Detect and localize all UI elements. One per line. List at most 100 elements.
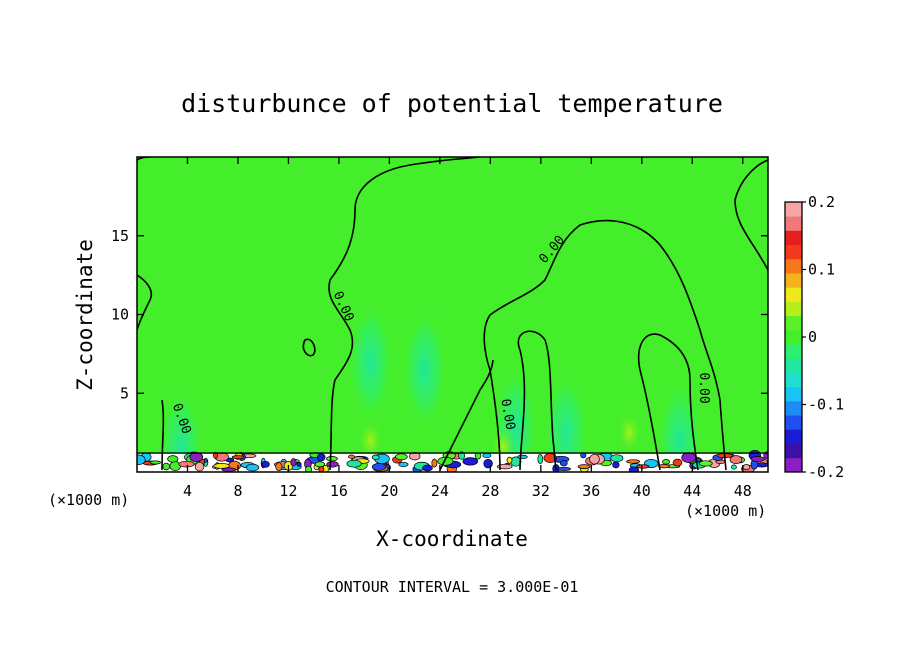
chart-title: disturbunce of potential temperature	[181, 89, 723, 118]
boundary-cell	[437, 456, 454, 466]
colorbar-swatch	[785, 344, 802, 359]
boundary-cell	[395, 453, 408, 461]
contour-right-inner	[638, 333, 699, 471]
boundary-cell	[462, 457, 479, 466]
contour-arch-inner	[517, 330, 557, 471]
colorbar-tick-label: -0.2	[808, 463, 844, 481]
boundary-cell	[559, 460, 568, 467]
colorbar-swatch	[785, 457, 802, 473]
contour-small-loop	[302, 338, 316, 357]
x-tick-label: 4	[183, 482, 192, 500]
colorbar-tick-label: 0	[808, 328, 817, 346]
cool-patch-0	[348, 301, 393, 422]
contour-right-top	[734, 159, 768, 271]
boundary-cell	[314, 461, 326, 468]
contour-lines	[137, 157, 768, 471]
boundary-cell	[681, 452, 697, 463]
boundary-cell	[557, 466, 571, 471]
boundary-cell	[189, 452, 204, 462]
x-tick-label: 36	[582, 482, 600, 500]
colorbar-swatch	[785, 386, 802, 402]
boundary-cell	[194, 461, 205, 472]
warm-patch-8	[358, 420, 383, 461]
boundary-cell	[431, 458, 438, 468]
y-tick-label: 10	[111, 306, 129, 324]
x-tick-label: 28	[481, 482, 499, 500]
field-features	[159, 301, 702, 472]
boundary-cell	[589, 453, 600, 465]
boundary-cell	[612, 461, 620, 469]
boundary-cell	[729, 455, 743, 464]
boundary-cell	[628, 466, 640, 472]
boundary-cell	[231, 455, 245, 459]
x-unit-right: (×1000 m)	[685, 502, 766, 520]
colorbar-swatch	[785, 358, 802, 373]
boundary-cell	[577, 464, 591, 469]
boundary-cell	[537, 454, 544, 465]
colorbar-swatch	[785, 244, 802, 260]
boundary-cell	[290, 458, 297, 467]
y-axis: 5 10 15	[111, 227, 768, 402]
x-tick-label: 32	[532, 482, 550, 500]
boundary-cell	[178, 460, 195, 468]
x-tick-label: 20	[380, 482, 398, 500]
boundary-cell	[137, 454, 146, 466]
colorbar-swatch	[785, 329, 802, 345]
boundary-cell	[326, 461, 339, 468]
boundary-cell	[162, 462, 171, 471]
x-axis: 4 8 12 16 20 24 28 32 36 40 44 48	[183, 157, 752, 500]
colorbar-tick-label: 0.1	[808, 261, 835, 279]
x-tick-label: 16	[330, 482, 348, 500]
contour-mid-plume	[439, 359, 494, 471]
x-tick-label: 48	[734, 482, 752, 500]
boundary-cell	[626, 459, 641, 464]
boundary-cell	[317, 453, 326, 462]
boundary-cell	[496, 463, 513, 470]
colorbar-tick-label: 0.2	[808, 193, 835, 211]
boundary-cell	[517, 454, 528, 460]
contour-left-plume	[161, 399, 165, 471]
colorbar-swatch	[785, 216, 802, 231]
colorbar: -0.2 -0.1 0 0.1 0.2	[784, 193, 844, 481]
y-tick-label: 5	[120, 384, 129, 402]
x-tick-label: 40	[633, 482, 651, 500]
contour-interval-note: CONTOUR INTERVAL = 3.000E-01	[326, 578, 579, 596]
colorbar-swatch	[785, 301, 802, 317]
boundary-cell	[731, 464, 737, 470]
colorbar-swatch	[785, 258, 802, 274]
boundary-cell	[221, 467, 237, 472]
colorbar-swatch	[785, 372, 802, 388]
boundary-layer	[137, 449, 768, 472]
boundary-cell	[698, 460, 713, 467]
boundary-cell	[167, 455, 179, 463]
boundary-cell	[422, 464, 433, 472]
cool-patch-3	[544, 372, 589, 472]
x-unit-left: (×1000 m)	[48, 491, 129, 509]
boundary-cell	[348, 454, 355, 459]
cool-patch-1	[402, 309, 447, 430]
boundary-cell	[261, 460, 270, 468]
colorbar-swatch	[785, 273, 802, 288]
boundary-cell	[482, 452, 492, 459]
y-tick-label: 15	[111, 227, 129, 245]
boundary-cell	[246, 463, 260, 472]
colorbar-swatch	[785, 230, 802, 246]
cool-patch-5	[159, 388, 204, 472]
boundary-cell	[672, 458, 683, 467]
boundary-cell	[149, 460, 161, 465]
colorbar-swatch	[785, 443, 802, 459]
boundary-cell	[636, 464, 650, 469]
boundary-cell	[658, 464, 670, 469]
colorbar-tick-label: -0.1	[808, 396, 844, 414]
boundary-cell	[275, 462, 283, 472]
boundary-cell	[398, 461, 409, 467]
colorbar-swatch	[785, 429, 802, 444]
x-tick-label: 8	[233, 482, 242, 500]
boundary-cell	[371, 454, 380, 460]
boundary-cell	[662, 459, 670, 465]
boundary-cell	[483, 458, 493, 469]
contour-arch	[483, 219, 727, 471]
x-tick-label: 12	[279, 482, 297, 500]
